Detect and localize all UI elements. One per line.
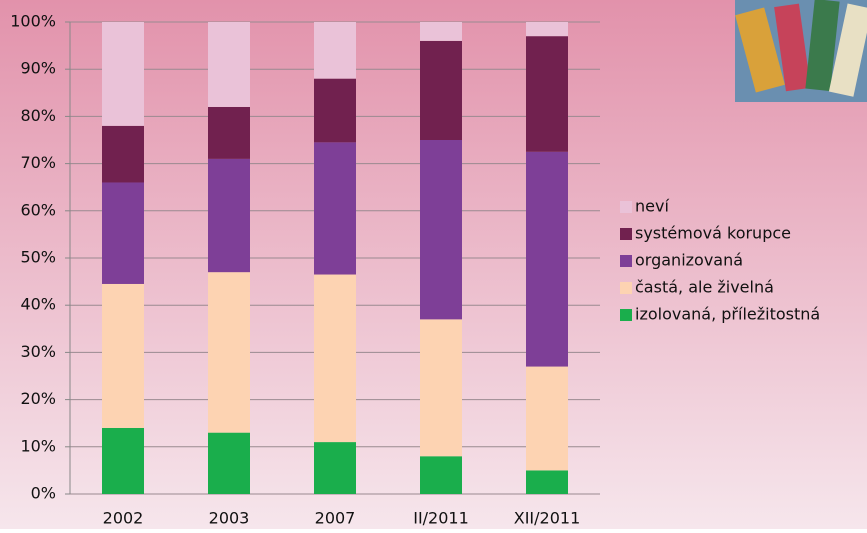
x-tick-label: 2003 <box>209 509 250 528</box>
y-tick-label: 0% <box>31 484 56 503</box>
bar-segment <box>208 107 250 159</box>
bar-segment <box>526 22 568 36</box>
bar-segment <box>420 22 462 41</box>
legend-label: izolovaná, příležitostná <box>635 305 820 324</box>
bar-segment <box>208 159 250 272</box>
bar-segment <box>314 275 356 443</box>
legend-label: častá, ale živelná <box>635 278 774 297</box>
bar-segment <box>314 22 356 79</box>
y-tick-label: 90% <box>20 59 56 78</box>
y-tick-label: 50% <box>20 248 56 267</box>
x-tick-label: XII/2011 <box>514 509 581 528</box>
page: 0% 10% 20% 30% 40% 50% 60% 70% 80% 90% 100% 2002 200… <box>0 0 867 529</box>
y-tick-label: 100% <box>10 12 56 31</box>
x-tick-label: II/2011 <box>413 509 469 528</box>
bar-segment <box>526 152 568 367</box>
legend-swatch <box>620 309 632 321</box>
y-tick-label: 40% <box>20 295 56 314</box>
bar-segment <box>102 284 144 428</box>
y-tick-label: 60% <box>20 200 56 219</box>
bar-segment <box>314 79 356 143</box>
legend-swatch <box>620 282 632 294</box>
legend-label: systémová korupce <box>635 224 791 243</box>
bar-segment <box>314 442 356 494</box>
y-tick-label: 80% <box>20 106 56 125</box>
bar-segment <box>102 428 144 494</box>
bar-segment <box>420 41 462 140</box>
bar-segment <box>420 456 462 494</box>
chart: 0% 10% 20% 30% 40% 50% 60% 70% 80% 90% 100% 2002 200… <box>0 0 867 529</box>
bar-segment <box>102 22 144 126</box>
bar-segment <box>526 367 568 471</box>
legend-label: organizovaná <box>635 251 743 270</box>
decor-image <box>735 0 867 102</box>
legend-label: neví <box>635 197 669 216</box>
y-tick-label: 70% <box>20 153 56 172</box>
bar-segment <box>102 182 144 283</box>
bar-segment <box>208 272 250 432</box>
bar-segment <box>208 433 250 494</box>
legend-swatch <box>620 228 632 240</box>
x-tick-label: 2007 <box>315 509 356 528</box>
bar-segment <box>420 140 462 319</box>
y-tick-label: 20% <box>20 389 56 408</box>
bar-segment <box>420 319 462 456</box>
bar-segment <box>102 126 144 183</box>
y-tick-label: 30% <box>20 342 56 361</box>
bar-segment <box>526 36 568 152</box>
bar-segment <box>314 142 356 274</box>
legend-swatch <box>620 201 632 213</box>
y-tick-label: 10% <box>20 436 56 455</box>
bar-segment <box>208 22 250 107</box>
x-tick-label: 2002 <box>103 509 144 528</box>
legend-swatch <box>620 255 632 267</box>
bar-segment <box>526 470 568 494</box>
